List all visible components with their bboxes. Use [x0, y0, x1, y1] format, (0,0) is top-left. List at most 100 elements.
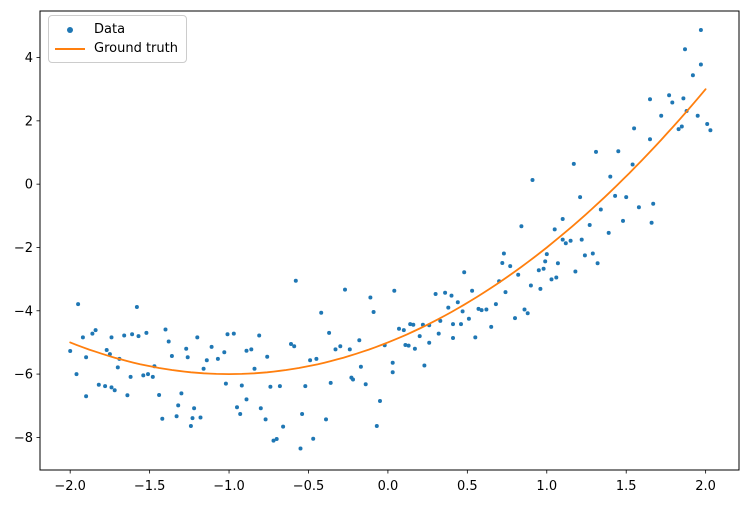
- data-point: [563, 241, 568, 246]
- data-point: [608, 174, 613, 179]
- data-point: [268, 384, 273, 389]
- data-point: [412, 346, 417, 351]
- data-point: [103, 384, 108, 389]
- x-axis: −2.0 −1.5 −1.0 −0.5 0.0 0.5 1.0 1.5 2.0: [54, 470, 716, 494]
- data-point: [198, 415, 203, 420]
- data-point: [249, 347, 254, 352]
- legend-label-data: Data: [94, 22, 126, 37]
- data-point: [455, 300, 460, 305]
- data-point: [649, 220, 654, 225]
- y-tick-label: 4: [25, 51, 33, 66]
- legend-label-ground-truth: Ground truth: [94, 41, 178, 56]
- data-point: [222, 350, 227, 355]
- data-point: [225, 332, 230, 337]
- data-point: [338, 344, 343, 349]
- data-point: [125, 393, 130, 398]
- data-point: [500, 261, 505, 265]
- data-point: [258, 406, 263, 411]
- data-point: [185, 355, 190, 360]
- data-point: [624, 195, 629, 200]
- x-tick-label: 1.5: [616, 479, 637, 494]
- data-point: [543, 259, 548, 264]
- data-point: [122, 333, 127, 338]
- data-point: [501, 251, 506, 256]
- legend[interactable]: Data Ground truth: [48, 15, 187, 63]
- data-point: [466, 316, 471, 321]
- data-point: [541, 266, 546, 271]
- data-point: [209, 344, 214, 349]
- data-point: [598, 207, 603, 212]
- data-point: [408, 322, 413, 327]
- data-point: [397, 326, 401, 331]
- data-point: [690, 73, 695, 78]
- data-point: [560, 217, 565, 221]
- data-point: [436, 331, 441, 336]
- data-point: [174, 414, 179, 419]
- data-point: [403, 343, 408, 347]
- data-point: [298, 446, 303, 451]
- data-point: [277, 384, 282, 389]
- y-tick-label: 0: [25, 178, 33, 193]
- data-point: [621, 218, 625, 223]
- y-tick-label: 2: [25, 114, 33, 129]
- data-point: [231, 331, 236, 336]
- data-point: [427, 340, 432, 345]
- ground-truth-curve: [69, 88, 707, 376]
- data-point: [319, 310, 324, 315]
- data-point: [705, 122, 710, 126]
- data-point: [324, 417, 328, 422]
- data-point: [244, 348, 249, 353]
- plot-border: [39, 10, 740, 471]
- data-point: [104, 348, 109, 352]
- data-point: [163, 327, 168, 332]
- legend-item-ground-truth: Ground truth: [53, 39, 180, 58]
- data-point: [695, 113, 700, 118]
- data-point: [76, 302, 81, 307]
- data-point: [184, 346, 189, 351]
- data-point: [327, 330, 332, 335]
- data-point: [169, 354, 174, 358]
- data-point: [265, 354, 270, 359]
- x-tick-label: 2.0: [695, 479, 716, 494]
- data-point: [235, 405, 239, 410]
- data-point: [536, 268, 541, 273]
- data-point: [479, 308, 484, 313]
- data-point: [378, 399, 382, 403]
- data-point: [698, 28, 703, 32]
- data-point: [289, 342, 293, 346]
- x-tick-label: −1.0: [213, 479, 245, 494]
- data-point: [351, 377, 355, 382]
- data-point: [451, 336, 455, 340]
- data-point: [166, 339, 171, 344]
- data-point: [195, 335, 200, 340]
- data-point: [303, 384, 308, 389]
- data-point: [190, 416, 195, 421]
- data-point: [433, 292, 438, 296]
- data-point: [347, 347, 352, 352]
- data-point: [571, 161, 576, 166]
- data-point: [358, 364, 363, 369]
- data-point: [115, 365, 120, 370]
- data-point: [90, 331, 95, 336]
- data-point: [128, 374, 133, 379]
- data-point: [648, 97, 652, 102]
- data-point: [587, 223, 592, 227]
- data-point: [134, 305, 139, 309]
- data-point: [451, 322, 455, 327]
- data-point: [293, 278, 298, 283]
- data-point: [392, 288, 397, 293]
- data-point: [84, 394, 89, 399]
- data-point: [528, 283, 533, 288]
- data-point: [333, 347, 338, 352]
- data-point: [462, 270, 467, 275]
- data-point: [314, 356, 319, 361]
- data-point: [401, 328, 406, 333]
- data-point: [109, 335, 114, 340]
- data-point: [109, 385, 114, 390]
- data-point: [582, 253, 587, 258]
- data-point: [357, 338, 362, 343]
- data-point: [449, 293, 454, 298]
- data-point: [579, 237, 584, 242]
- data-point: [590, 251, 595, 256]
